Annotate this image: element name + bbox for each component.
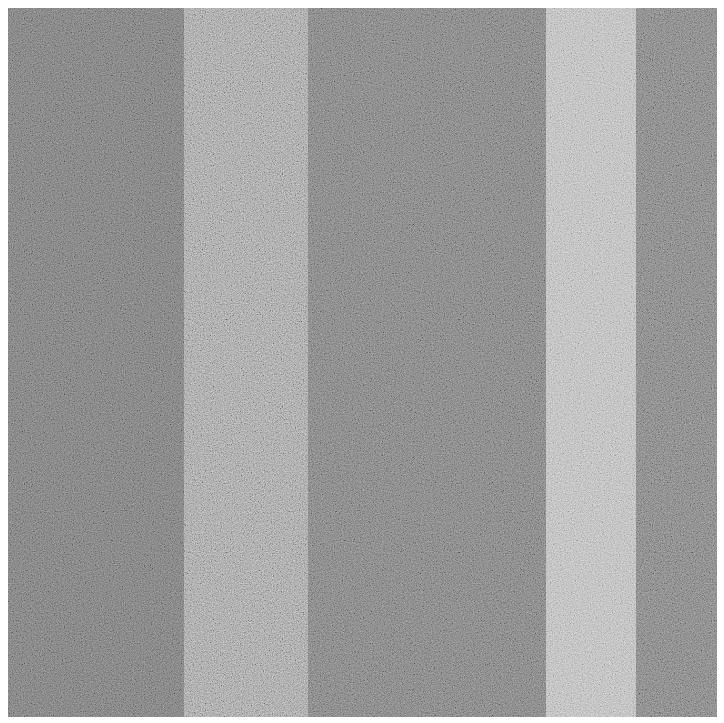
noise-image	[8, 8, 717, 717]
noise-texture-svg	[8, 8, 717, 717]
grain-overlay	[8, 8, 717, 717]
